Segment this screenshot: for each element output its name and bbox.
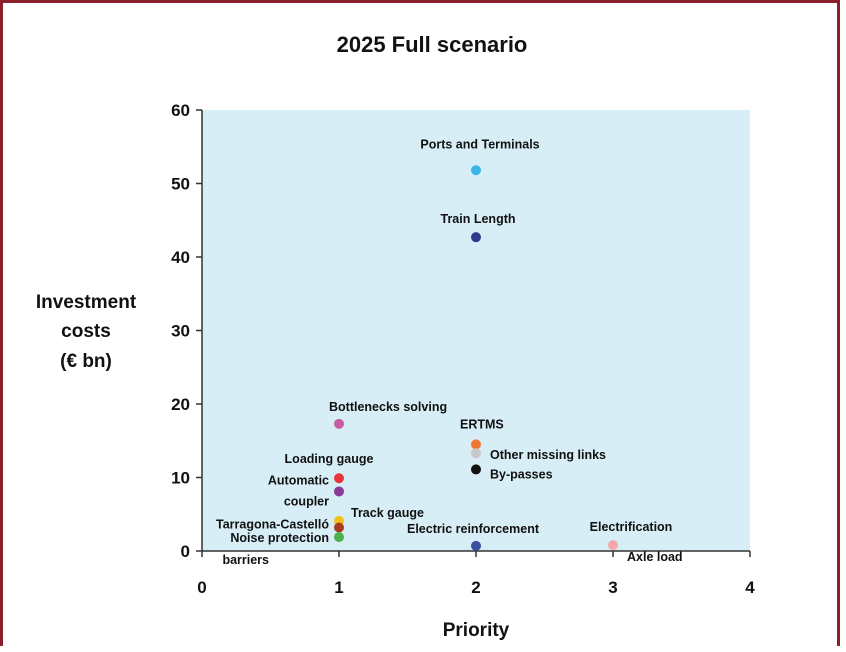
point-label: Bottlenecks solving	[329, 400, 447, 414]
x-tick-label: 0	[197, 578, 206, 597]
data-point	[334, 532, 344, 543]
x-tick-label: 4	[745, 578, 755, 597]
data-point	[471, 439, 481, 450]
y-tick-label: 0	[181, 542, 190, 561]
data-point	[334, 486, 344, 497]
y-tick-label: 20	[171, 395, 190, 414]
point-label: Electric reinforcement	[407, 522, 540, 536]
point-label: Ports and Terminals	[420, 137, 539, 151]
point-label: By-passes	[490, 467, 553, 481]
data-point	[471, 232, 481, 243]
point-label: Other missing links	[490, 448, 606, 462]
data-point	[608, 540, 618, 551]
point-label: Automatic	[268, 473, 329, 487]
y-axis-label-line1: Investment	[36, 292, 137, 313]
point-label: Train Length	[441, 212, 516, 226]
point-label: barriers	[222, 553, 269, 567]
data-point	[471, 448, 481, 459]
y-axis-label-line3: (€ bn)	[60, 351, 112, 372]
y-tick-label: 50	[171, 175, 190, 194]
y-tick-label: 40	[171, 248, 190, 267]
point-label: Loading gauge	[285, 452, 374, 466]
x-axis-label: Priority	[443, 620, 510, 641]
point-label: Electrification	[590, 520, 673, 534]
data-points	[334, 165, 618, 551]
data-point	[471, 165, 481, 176]
point-labels: Ports and Terminals Train Length Bottlenec…	[216, 137, 683, 567]
point-label: Tarragona-Castelló	[216, 517, 329, 531]
x-tick-label: 1	[334, 578, 343, 597]
chart-title: 2025 Full scenario	[337, 32, 528, 57]
x-ticks: 0 1 2 3 4	[197, 551, 755, 597]
plot-area	[202, 110, 750, 551]
data-point	[334, 522, 344, 533]
point-label: Axle load	[627, 550, 683, 564]
y-axis-label-line2: costs	[61, 321, 111, 342]
data-point	[471, 464, 481, 475]
point-label: coupler	[284, 494, 329, 508]
x-tick-label: 3	[608, 578, 617, 597]
y-tick-label: 10	[171, 469, 190, 488]
point-label: ERTMS	[460, 417, 504, 431]
y-ticks: 0 10 20 30 40 50 60	[171, 101, 202, 561]
x-tick-label: 2	[471, 578, 480, 597]
y-tick-label: 60	[171, 101, 190, 120]
point-label: Noise protection	[230, 531, 329, 545]
data-point	[334, 473, 344, 484]
y-tick-label: 30	[171, 322, 190, 341]
data-point	[471, 540, 481, 551]
point-label: Track gauge	[351, 506, 424, 520]
data-point	[334, 418, 344, 429]
